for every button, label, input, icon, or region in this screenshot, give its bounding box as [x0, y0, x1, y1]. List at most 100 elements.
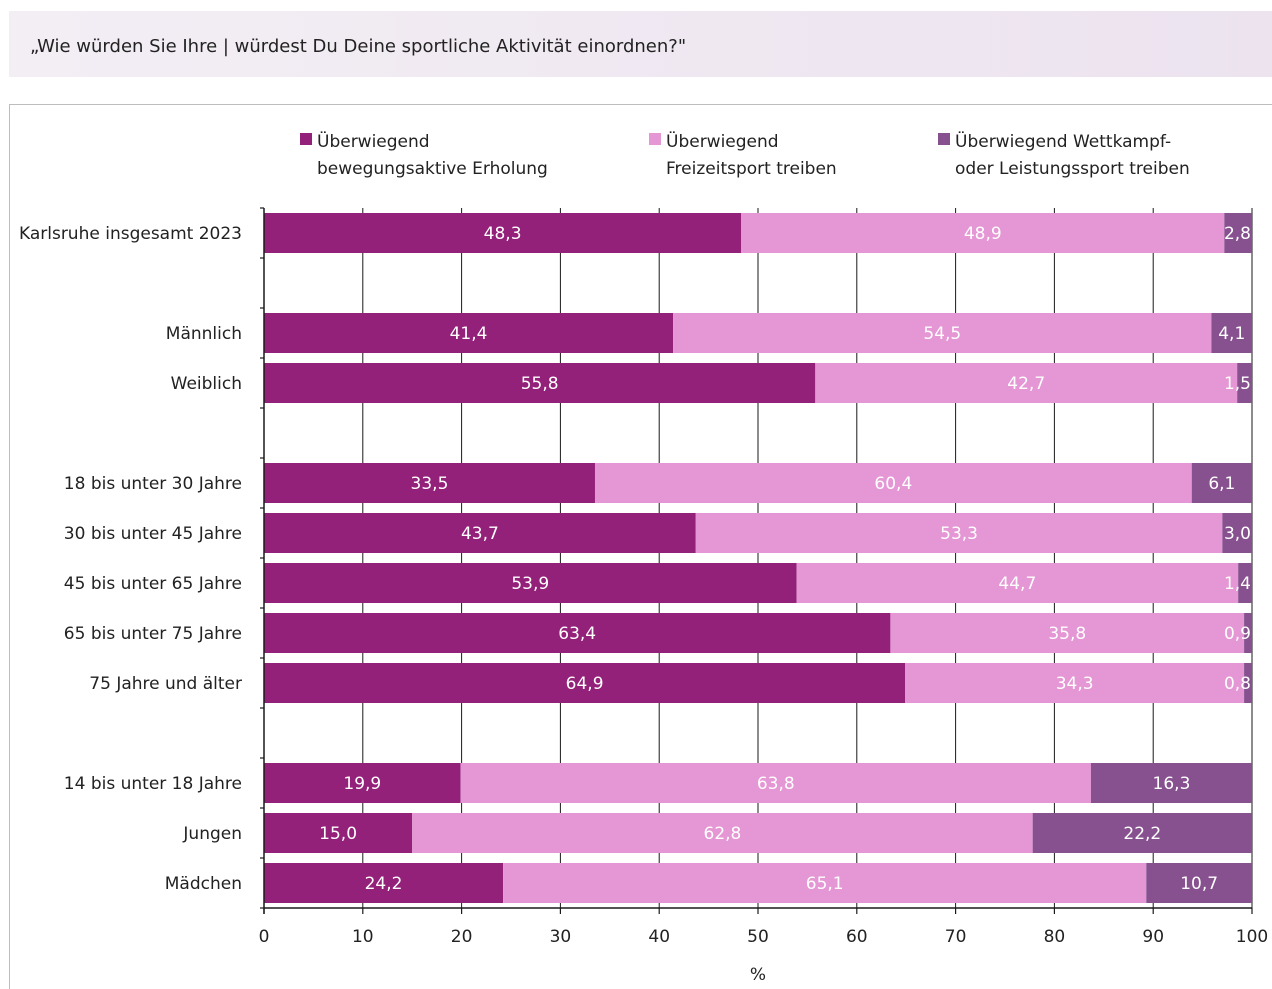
bar-segment	[905, 663, 1245, 703]
x-tick-label: 20	[451, 927, 473, 947]
data-label: 63,8	[757, 774, 795, 794]
data-label: 62,8	[704, 824, 742, 844]
bar-segment	[890, 613, 1245, 653]
bar-segment	[503, 863, 1147, 903]
data-label: 34,3	[1056, 674, 1094, 694]
x-tick-label: 30	[550, 927, 572, 947]
bar-segment	[1032, 813, 1252, 853]
data-label: 44,7	[998, 574, 1036, 594]
bar-segment	[460, 763, 1091, 803]
data-label: 0,9	[1224, 624, 1251, 644]
chart-frame	[9, 104, 1272, 989]
bar-segment	[264, 863, 504, 903]
legend-label: bewegungsaktive Erholung	[317, 159, 548, 179]
data-label: 65,1	[806, 874, 844, 894]
legend-label: Überwiegend	[666, 130, 779, 152]
data-label: 55,8	[521, 374, 559, 394]
x-axis-label: %	[750, 965, 766, 985]
category-label: Weiblich	[171, 374, 242, 394]
category-label: 18 bis unter 30 Jahre	[64, 474, 242, 494]
data-label: 53,3	[940, 524, 978, 544]
bar-segment	[264, 513, 696, 553]
bar-segment	[264, 363, 816, 403]
legend-label: oder Leistungssport treiben	[955, 159, 1190, 179]
legend-swatch	[649, 133, 661, 145]
data-label: 6,1	[1208, 474, 1235, 494]
bar-segment	[796, 563, 1239, 603]
bar-segment	[1244, 663, 1252, 703]
data-label: 48,3	[484, 224, 522, 244]
data-label: 22,2	[1123, 824, 1161, 844]
data-label: 16,3	[1153, 774, 1191, 794]
category-label: Jungen	[182, 824, 242, 844]
legend-label: Überwiegend	[317, 130, 430, 152]
x-tick-label: 50	[747, 927, 769, 947]
category-label: 30 bis unter 45 Jahre	[64, 524, 242, 544]
bar-segment	[1146, 863, 1252, 903]
category-label: 75 Jahre und älter	[89, 674, 242, 694]
data-label: 24,2	[365, 874, 403, 894]
data-label: 42,7	[1007, 374, 1045, 394]
x-tick-label: 90	[1142, 927, 1164, 947]
category-label: 65 bis unter 75 Jahre	[64, 624, 242, 644]
x-tick-label: 40	[648, 927, 670, 947]
data-label: 3,0	[1224, 524, 1251, 544]
bar-segment	[264, 463, 595, 503]
category-label: Mädchen	[165, 874, 242, 894]
bar-segment	[264, 763, 461, 803]
data-label: 1,5	[1224, 374, 1251, 394]
legend-label: Freizeitsport treiben	[666, 159, 837, 179]
data-label: 19,9	[343, 774, 381, 794]
bar-segment	[264, 663, 906, 703]
data-label: 60,4	[874, 474, 912, 494]
bar-segment	[1211, 313, 1252, 353]
data-label: 1,4	[1224, 574, 1251, 594]
bar-segment	[1090, 763, 1252, 803]
bar-segment	[264, 313, 674, 353]
bar-segment	[1244, 613, 1252, 653]
x-tick-label: 80	[1044, 927, 1066, 947]
question-text: „Wie würden Sie Ihre | würdest Du Deine …	[30, 36, 687, 57]
x-tick-label: 100	[1236, 927, 1268, 947]
data-label: 64,9	[566, 674, 604, 694]
data-label: 63,4	[558, 624, 596, 644]
data-label: 33,5	[411, 474, 449, 494]
x-tick-label: 10	[352, 927, 374, 947]
data-label: 43,7	[461, 524, 499, 544]
x-tick-label: 60	[846, 927, 868, 947]
bar-segment	[815, 363, 1238, 403]
category-label: Männlich	[166, 324, 242, 344]
data-label: 0,8	[1224, 674, 1251, 694]
data-label: 2,8	[1224, 224, 1251, 244]
bar-segment	[695, 513, 1223, 553]
bar-segment	[673, 313, 1212, 353]
bar-segment	[741, 213, 1225, 253]
bar-segment	[1238, 563, 1252, 603]
category-label: 45 bis unter 65 Jahre	[64, 574, 242, 594]
data-label: 35,8	[1048, 624, 1086, 644]
question-header: „Wie würden Sie Ihre | würdest Du Deine …	[9, 11, 1272, 77]
data-label: 54,5	[923, 324, 961, 344]
legend-swatch	[938, 133, 950, 145]
legend-label: Überwiegend Wettkampf-	[955, 130, 1171, 152]
bar-segment	[1237, 363, 1252, 403]
legend-swatch	[300, 133, 312, 145]
data-label: 4,1	[1218, 324, 1245, 344]
data-label: 53,9	[511, 574, 549, 594]
bar-segment	[1222, 513, 1252, 553]
bar-segment	[264, 813, 413, 853]
category-label: Karlsruhe insgesamt 2023	[19, 224, 242, 244]
category-label: 14 bis unter 18 Jahre	[64, 774, 242, 794]
bar-segment	[1224, 213, 1252, 253]
bar-segment	[412, 813, 1033, 853]
bar-segment	[264, 563, 797, 603]
bar-segment	[594, 463, 1192, 503]
data-label: 15,0	[319, 824, 357, 844]
x-tick-label: 70	[945, 927, 967, 947]
data-label: 48,9	[964, 224, 1002, 244]
bar-segment	[264, 613, 891, 653]
bar-segment	[264, 213, 742, 253]
data-label: 41,4	[450, 324, 488, 344]
data-label: 10,7	[1180, 874, 1218, 894]
